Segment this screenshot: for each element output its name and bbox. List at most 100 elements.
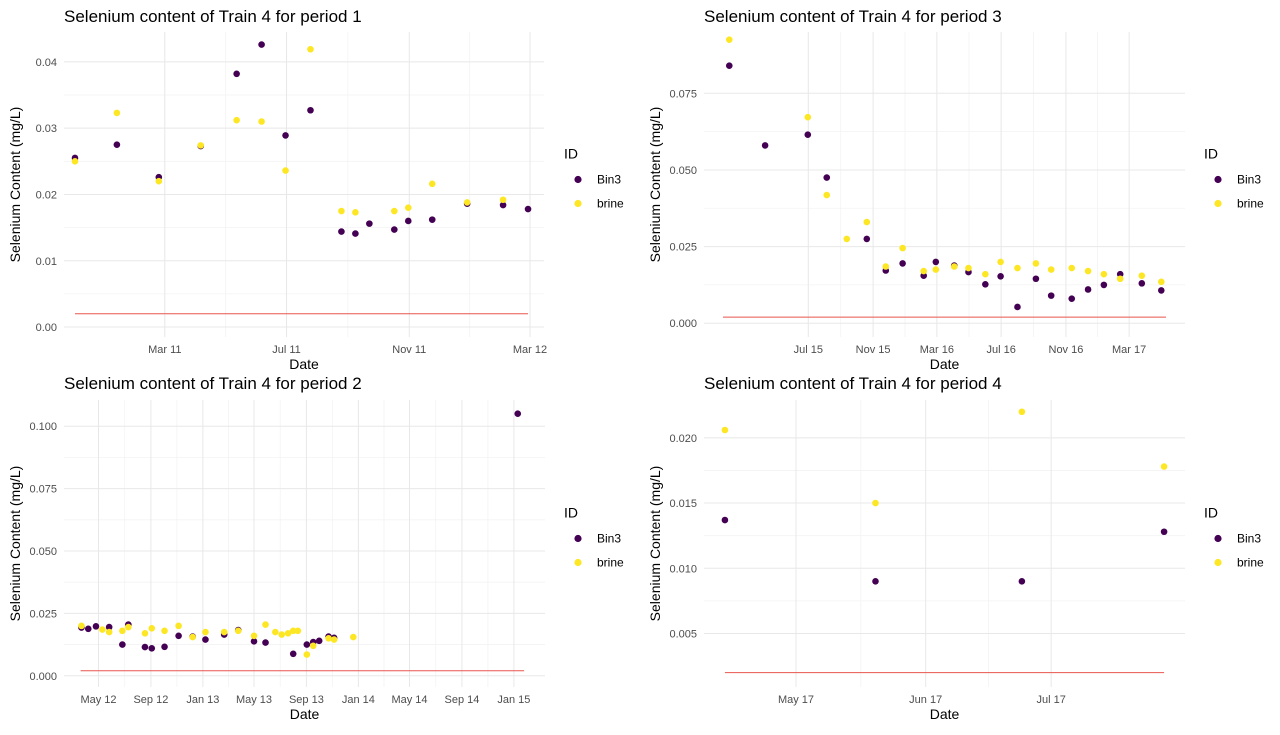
x-tick-label: Nov 15 <box>856 344 891 356</box>
point-brine <box>950 263 958 270</box>
point-brine <box>119 627 126 635</box>
y-axis-title: Selenium Content (mg/L) <box>647 466 663 622</box>
y-tick-label: 0.100 <box>29 421 57 433</box>
legend: ID Bin3 brine <box>1204 146 1264 211</box>
point-bin3 <box>250 638 258 645</box>
x-axis-title: Date <box>930 706 960 722</box>
point-bin3 <box>997 273 1004 280</box>
point-bin3 <box>161 643 168 651</box>
point-bin3 <box>920 272 927 279</box>
point-bin3 <box>352 230 359 237</box>
legend-key-brine <box>574 199 582 208</box>
x-tick-label: Jan 14 <box>342 694 375 706</box>
x-tick-label: Mar 17 <box>1112 344 1146 356</box>
point-bin3 <box>366 220 373 227</box>
point-brine <box>863 218 871 226</box>
point-bin3 <box>303 641 311 648</box>
chart-svg-period-2: Selenium content of Train 4 for period 2… <box>7 374 624 722</box>
point-brine <box>250 632 258 640</box>
legend-label-brine: brine <box>597 197 624 211</box>
point-brine <box>823 191 831 199</box>
point-brine <box>1100 270 1108 278</box>
point-bin3 <box>404 217 412 225</box>
x-tick-label: Jan 13 <box>186 694 219 706</box>
point-brine <box>258 118 265 125</box>
y-tick-label: 0.010 <box>669 563 697 575</box>
point-bin3 <box>863 235 871 243</box>
point-bin3 <box>233 70 240 78</box>
point-bin3 <box>289 650 297 658</box>
chart-title: Selenium content of Train 4 for period 1 <box>64 7 362 26</box>
point-brine <box>349 633 357 641</box>
point-bin3 <box>391 226 398 233</box>
legend: ID Bin3 brine <box>564 505 624 570</box>
point-bin3 <box>282 132 289 139</box>
x-tick-label: Mar 12 <box>513 344 547 356</box>
point-brine <box>141 630 149 637</box>
x-tick-label: Jul 17 <box>1036 694 1065 706</box>
point-brine <box>1047 266 1055 273</box>
x-tick-label: Mar 11 <box>148 344 181 356</box>
x-tick-label: May 13 <box>236 694 272 706</box>
x-tick-label: May 17 <box>778 694 814 706</box>
point-brine <box>309 642 317 650</box>
series-bin3 <box>721 516 1168 585</box>
point-brine <box>99 626 106 633</box>
chart-svg-period-1: Selenium content of Train 4 for period 1… <box>7 7 624 372</box>
legend-label-brine: brine <box>1237 197 1264 211</box>
point-brine <box>71 157 79 165</box>
point-bin3 <box>982 280 989 288</box>
point-bin3 <box>932 258 940 266</box>
point-brine <box>391 207 398 215</box>
y-tick-label: 0.04 <box>36 57 57 69</box>
point-bin3 <box>1116 270 1124 278</box>
point-bin3 <box>1084 286 1092 293</box>
y-axis-title: Selenium Content (mg/L) <box>7 107 23 263</box>
point-brine <box>303 651 311 658</box>
gridlines <box>704 400 1185 687</box>
point-brine <box>125 623 132 631</box>
legend-label-bin3: Bin3 <box>1237 532 1261 546</box>
point-brine <box>161 627 168 635</box>
point-brine <box>294 627 302 635</box>
chart-title: Selenium content of Train 4 for period 2 <box>64 374 362 393</box>
point-bin3 <box>761 142 769 149</box>
x-tick-label: Nov 11 <box>392 344 426 356</box>
x-tick-label: Jul 11 <box>272 344 301 356</box>
point-brine <box>843 235 851 243</box>
legend: ID Bin3 brine <box>564 146 624 211</box>
point-brine <box>284 630 292 637</box>
gridlines <box>64 32 544 337</box>
point-brine <box>1160 463 1168 470</box>
chart-panel-period-1: Selenium content of Train 4 for period 1… <box>0 0 640 372</box>
chart-panel-period-4: Selenium content of Train 4 for period 4… <box>640 367 1280 734</box>
point-brine <box>1014 264 1021 272</box>
point-bin3 <box>315 637 323 645</box>
point-bin3 <box>428 216 436 223</box>
legend-key-bin3 <box>1214 534 1222 543</box>
point-bin3 <box>1032 275 1040 283</box>
point-brine <box>148 625 156 632</box>
chart-title: Selenium content of Train 4 for period 4 <box>704 374 1002 393</box>
x-tick-label: Jul 15 <box>794 344 823 356</box>
y-tick-label: 0.03 <box>36 123 57 135</box>
point-bin3 <box>113 141 121 149</box>
legend: ID Bin3 brine <box>1204 505 1264 570</box>
point-brine <box>282 167 289 174</box>
point-brine <box>1116 275 1124 283</box>
point-bin3 <box>262 639 269 646</box>
point-brine <box>1157 278 1165 286</box>
point-bin3 <box>1160 528 1168 536</box>
series-brine <box>78 621 357 658</box>
y-tick-label: 0.005 <box>669 629 697 641</box>
chart-svg-period-4: Selenium content of Train 4 for period 4… <box>647 374 1264 722</box>
legend-key-bin3 <box>574 175 582 184</box>
legend-key-brine <box>574 558 582 567</box>
point-bin3 <box>258 41 265 48</box>
y-tick-label: 0.000 <box>29 671 57 683</box>
point-bin3 <box>499 201 507 209</box>
point-brine <box>202 628 209 636</box>
point-bin3 <box>1157 287 1165 294</box>
point-brine <box>278 631 286 638</box>
point-brine <box>233 116 240 124</box>
